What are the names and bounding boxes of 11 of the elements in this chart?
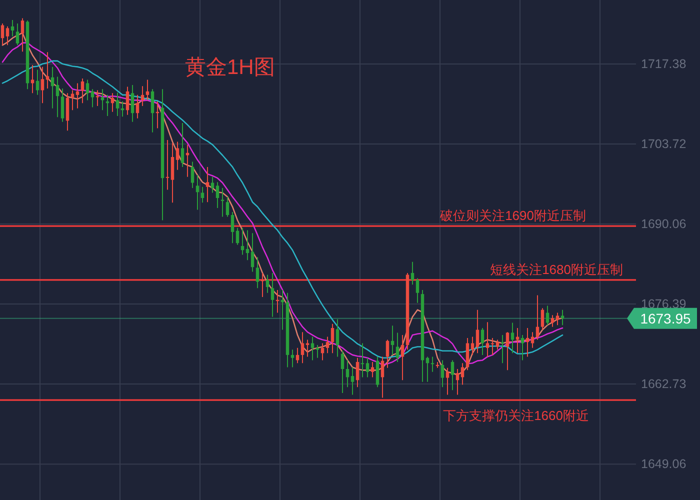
ref-line-label: 破位则关注1690附近压制 [439, 208, 586, 224]
y-tick-label: 1717.38 [641, 57, 686, 72]
y-tick-label: 1662.73 [641, 377, 686, 392]
y-tick-label: 1649.06 [641, 457, 686, 472]
y-tick-label: 1690.06 [641, 217, 686, 231]
y-tick-label: 1703.72 [641, 137, 686, 152]
ref-line-label: 1673.95 [640, 310, 692, 326]
price-tag: 1673.95 [627, 308, 697, 329]
ref-line-label: 下方支撑仍关注1660附近 [443, 408, 589, 424]
ref-line-label: 短线关注1680附近压制 [490, 262, 623, 277]
text: 黄金1H图 [185, 56, 275, 79]
